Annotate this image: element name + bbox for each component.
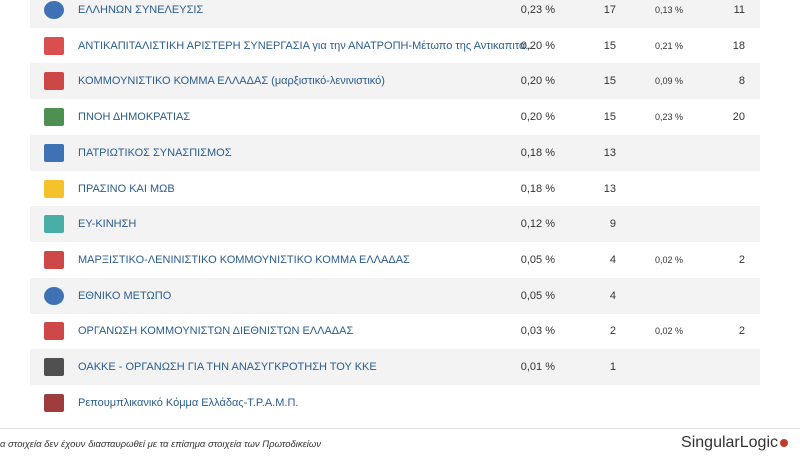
party-name[interactable]: ΚΟΜΜΟΥΝΙΣΤΙΚΟ ΚΟΜΜΑ ΕΛΛΑΔΑΣ (μαρξιστικό-…	[78, 75, 385, 88]
cell-value: 4	[609, 289, 616, 302]
party-logo	[44, 1, 64, 19]
party-logo	[44, 108, 64, 127]
party-name[interactable]: ΜΑΡΞΙΣΤΙΚΟ-ΛΕΝΙΝΙΣΤΙΚΟ ΚΟΜΜΟΥΝΙΣΤΙΚΟ ΚΟΜ…	[78, 253, 410, 266]
cell-value: 15	[603, 111, 616, 124]
cell-value: 0,21 %	[654, 40, 683, 51]
party-logo	[44, 393, 64, 412]
cell-value: 20	[732, 111, 745, 124]
party-name[interactable]: ΠΡΑΣΙΝΟ ΚΑΙ ΜΩΒ	[78, 182, 175, 195]
cell-value: 0,23 %	[654, 112, 683, 123]
table-row: ΕΛΛΗΝΩΝ ΣΥΝΕΛΕΥΣΙΣ 0,23 % 17 0,13 % 11	[30, 0, 760, 28]
cell-value: 8	[738, 75, 745, 88]
party-logo	[44, 36, 64, 55]
party-logo	[44, 358, 64, 376]
cell-value: 0,20 %	[520, 111, 555, 124]
table-row: ΕΘΝΙΚΟ ΜΕΤΩΠΟ 0,05 % 4	[30, 277, 760, 314]
cell-value: 15	[603, 39, 616, 52]
cell-value: 13	[603, 182, 616, 195]
cell-value: 9	[609, 218, 616, 231]
table-row: ΑΝΤΙΚΑΠΙΤΑΛΙΣΤΙΚΗ ΑΡΙΣΤΕΡΗ ΣΥΝΕΡΓΑΣΙΑ γι…	[30, 28, 760, 64]
party-name[interactable]: ΕΥ-ΚΙΝΗΣΗ	[78, 218, 137, 231]
party-logo	[44, 286, 64, 305]
cell-value: 15	[603, 75, 616, 88]
party-logo	[44, 215, 64, 234]
cell-value: 0,18 %	[520, 182, 555, 195]
cell-value: 0,18 %	[520, 146, 555, 159]
cell-value: 0,23 %	[520, 4, 555, 16]
cell-value: 2	[738, 325, 745, 338]
party-name[interactable]: ΕΛΛΗΝΩΝ ΣΥΝΕΛΕΥΣΙΣ	[78, 4, 204, 16]
table-row: ΠΝΟΗ ΔΗΜΟΚΡΑΤΙΑΣ 0,20 % 15 0,23 % 20	[30, 99, 760, 135]
footer: α στοιχεία δεν έχουν διασταυρωθεί με τα …	[0, 428, 800, 460]
cell-value: 13	[603, 146, 616, 159]
table-row: ΠΑΤΡΙΩΤΙΚΟΣ ΣΥΝΑΣΠΙΣΜΟΣ 0,18 % 13	[30, 134, 760, 171]
table-row: ΟΡΓΑΝΩΣΗ ΚΟΜΜΟΥΝΙΣΤΩΝ ΔΙΕΘΝΙΣΤΩΝ ΕΛΛΑΔΑΣ…	[30, 313, 760, 349]
cell-value: 17	[603, 4, 616, 16]
cell-value: 11	[733, 4, 745, 16]
cell-value: 0,02 %	[654, 254, 683, 265]
cell-value: 18	[732, 39, 745, 52]
table-row: ΟΑΚΚΕ - ΟΡΓΑΝΩΣΗ ΓΙΑ ΤΗΝ ΑΝΑΣΥΓΚΡΟΤΗΣΗ Τ…	[30, 349, 760, 385]
cell-value: 2	[609, 325, 616, 338]
party-logo	[44, 143, 64, 162]
table-row: ΚΟΜΜΟΥΝΙΣΤΙΚΟ ΚΟΜΜΑ ΕΛΛΑΔΑΣ (μαρξιστικό-…	[30, 63, 760, 100]
cell-value: 2	[738, 253, 745, 266]
party-name[interactable]: Ρεπουμπλικανικό Κόμμα Ελλάδας-Τ.Ρ.Α.Μ.Π.	[78, 396, 299, 409]
cell-value: 4	[609, 253, 616, 266]
table-row: ΕΥ-ΚΙΝΗΣΗ 0,12 % 9	[30, 206, 760, 243]
footer-note: α στοιχεία δεν έχουν διασταυρωθεί με τα …	[0, 439, 322, 450]
cell-value: 1	[609, 361, 616, 373]
table-row: ΠΡΑΣΙΝΟ ΚΑΙ ΜΩΒ 0,18 % 13	[30, 171, 760, 207]
party-logo	[44, 72, 64, 91]
cell-value: 0,05 %	[520, 289, 555, 302]
party-name[interactable]: ΠΑΤΡΙΩΤΙΚΟΣ ΣΥΝΑΣΠΙΣΜΟΣ	[78, 146, 232, 159]
party-logo	[44, 250, 64, 269]
cell-value: 0,09 %	[654, 76, 683, 87]
cell-value: 0,02 %	[654, 326, 683, 337]
cell-value: 0,12 %	[520, 218, 555, 231]
party-name[interactable]: ΑΝΤΙΚΑΠΙΤΑΛΙΣΤΙΚΗ ΑΡΙΣΤΕΡΗ ΣΥΝΕΡΓΑΣΙΑ γι…	[78, 39, 535, 52]
cell-value: 0,03 %	[520, 325, 555, 338]
party-name[interactable]: ΟΡΓΑΝΩΣΗ ΚΟΜΜΟΥΝΙΣΤΩΝ ΔΙΕΘΝΙΣΤΩΝ ΕΛΛΑΔΑΣ	[78, 325, 354, 338]
brand-logo: SingularLogic	[681, 434, 788, 452]
cell-value: 0,01 %	[520, 361, 555, 373]
party-name[interactable]: ΠΝΟΗ ΔΗΜΟΚΡΑΤΙΑΣ	[78, 111, 191, 124]
cell-value: 0,20 %	[520, 39, 555, 52]
party-logo	[44, 322, 64, 341]
cell-value: 0,05 %	[520, 253, 555, 266]
brand-dot	[780, 439, 788, 447]
party-name[interactable]: ΟΑΚΚΕ - ΟΡΓΑΝΩΣΗ ΓΙΑ ΤΗΝ ΑΝΑΣΥΓΚΡΟΤΗΣΗ Τ…	[78, 361, 377, 373]
table-row: ΜΑΡΞΙΣΤΙΚΟ-ΛΕΝΙΝΙΣΤΙΚΟ ΚΟΜΜΟΥΝΙΣΤΙΚΟ ΚΟΜ…	[30, 242, 760, 278]
brand-text: SingularLogic	[681, 434, 778, 451]
party-name[interactable]: ΕΘΝΙΚΟ ΜΕΤΩΠΟ	[78, 289, 172, 302]
cell-value: 0,13 %	[654, 5, 683, 15]
cell-value: 0,20 %	[520, 75, 555, 88]
party-logo	[44, 179, 64, 198]
table-row: Ρεπουμπλικανικό Κόμμα Ελλάδας-Τ.Ρ.Α.Μ.Π.	[30, 385, 760, 421]
